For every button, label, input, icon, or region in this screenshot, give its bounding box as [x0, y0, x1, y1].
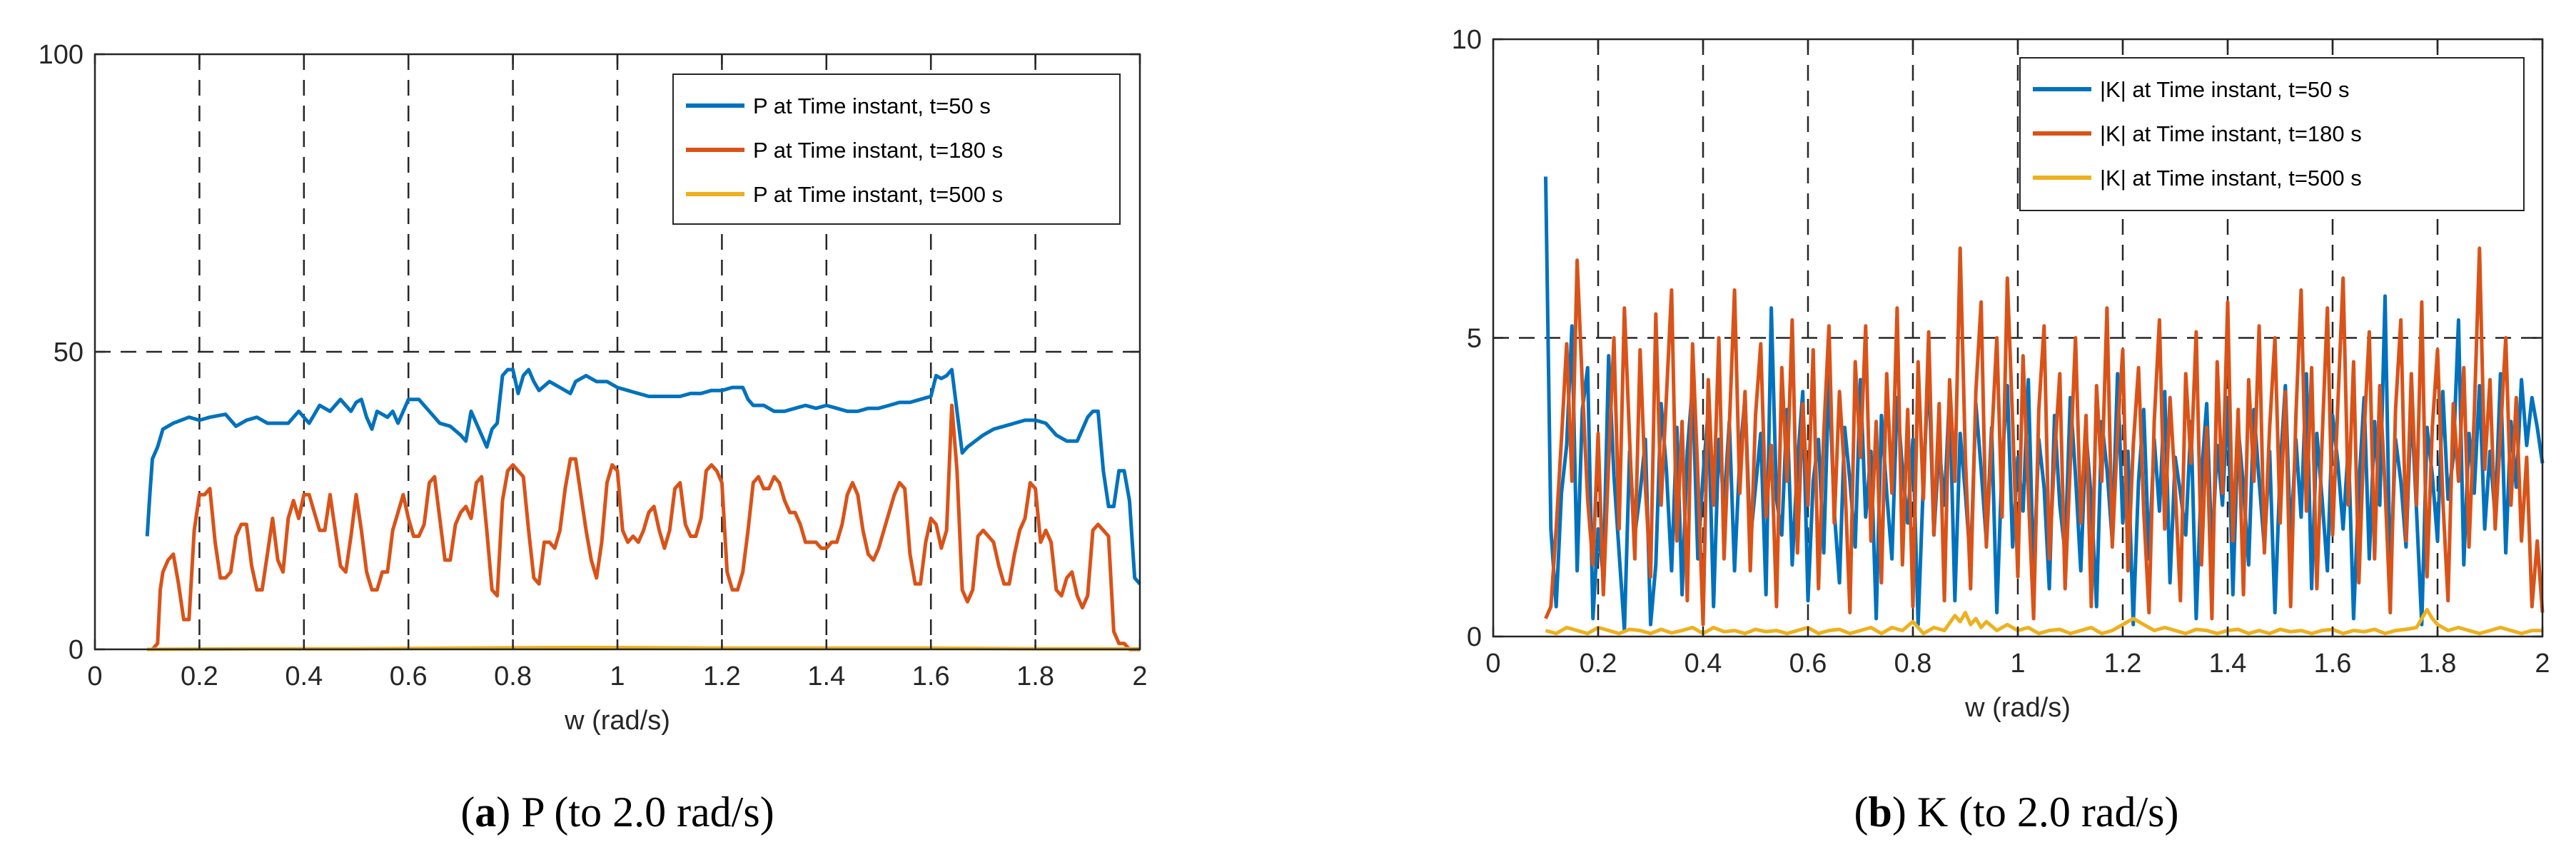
- caption-paren-open: (: [1854, 788, 1869, 836]
- x-tick-label: 0.2: [181, 661, 218, 691]
- legend-entry-3: |K| at Time instant, t=500 s: [2100, 166, 2362, 191]
- x-axis-label: w (rad/s): [564, 706, 670, 736]
- x-tick-label: 0: [87, 661, 102, 691]
- series-line-1: [145, 367, 1141, 585]
- x-tick-label: 1.2: [703, 661, 741, 691]
- y-tick-label: 0: [69, 635, 84, 665]
- series-line-3: [1545, 607, 2542, 636]
- series-line-2: [1544, 246, 2545, 627]
- y-tick-label: 10: [1452, 25, 1482, 55]
- x-tick-label: 1.4: [2209, 649, 2247, 679]
- caption-a: (a) P (to 2.0 rad/s): [460, 788, 774, 836]
- legend: P at Time instant, t=50 s P at Time insta…: [672, 73, 1121, 225]
- x-tick-label: 0.6: [390, 661, 428, 691]
- x-tick-label: 1.4: [807, 661, 845, 691]
- x-tick-label: 1: [2010, 649, 2025, 679]
- x-tick-label: 0.4: [285, 661, 323, 691]
- x-tick-label: 0.8: [494, 661, 532, 691]
- legend-box: [672, 73, 1121, 225]
- y-tick-label: 0: [1467, 622, 1482, 652]
- chart-b: 0 0.2 0.4 0.6 0.8 1 1.2 1.4 1.6 1.8 2 0 5 10 w (rad/s)…: [1452, 25, 2550, 836]
- caption-text: ) P (to 2.0 rad/s): [496, 788, 774, 836]
- legend-entry-1: P at Time instant, t=50 s: [753, 93, 991, 118]
- y-tick-label: 100: [39, 40, 84, 70]
- x-tick-label: 0: [1485, 649, 1500, 679]
- legend-entry-2: |K| at Time instant, t=180 s: [2100, 121, 2362, 146]
- x-tick-label: 1.2: [2104, 649, 2142, 679]
- y-tick-label: 5: [1467, 324, 1482, 354]
- x-tick-label: 2: [1132, 661, 1147, 691]
- x-tick-label: 0.4: [1684, 649, 1722, 679]
- x-tick-label: 1.6: [912, 661, 950, 691]
- caption-letter: b: [1869, 788, 1892, 836]
- caption-b: (b) K (to 2.0 rad/s): [1854, 788, 2179, 836]
- legend: |K| at Time instant, t=50 s |K| at Time i…: [2019, 57, 2525, 211]
- legend-entry-1: |K| at Time instant, t=50 s: [2100, 77, 2350, 102]
- x-tick-label: 2: [2535, 649, 2550, 679]
- x-tick-label: 0.8: [1894, 649, 1932, 679]
- legend-box: [2019, 57, 2525, 211]
- x-tick-label: 0.2: [1580, 649, 1617, 679]
- x-tick-label: 1.8: [1016, 661, 1054, 691]
- x-tick-label: 0.6: [1789, 649, 1827, 679]
- y-tick-label: 50: [54, 338, 84, 367]
- series-line-2: [147, 403, 1140, 651]
- legend-entry-2: P at Time instant, t=180 s: [753, 138, 1003, 163]
- chart-a: 0 0.2 0.4 0.6 0.8 1 1.2 1.4 1.6 1.8 2 0 50 100 w (rad/…: [39, 40, 1148, 836]
- x-tick-label: 1.6: [2314, 649, 2352, 679]
- caption-text: ) K (to 2.0 rad/s): [1892, 788, 2179, 836]
- caption-letter: a: [475, 788, 496, 836]
- x-tick-label: 1.8: [2419, 649, 2457, 679]
- x-axis-label: w (rad/s): [1964, 693, 2071, 723]
- caption-paren-open: (: [460, 788, 475, 836]
- x-tick-label: 1: [610, 661, 625, 691]
- legend-entry-3: P at Time instant, t=500 s: [753, 182, 1003, 207]
